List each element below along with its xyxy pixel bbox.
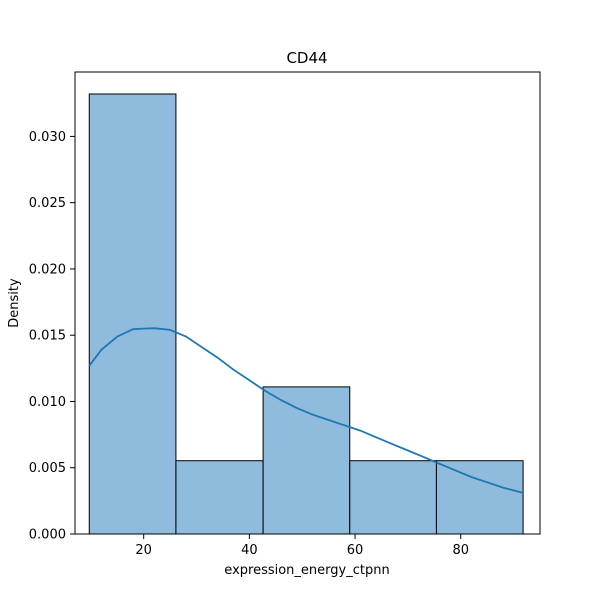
- y-tick-label: 0.020: [29, 262, 66, 277]
- chart-title: CD44: [286, 49, 327, 67]
- x-tick-label: 60: [347, 543, 364, 558]
- x-tick-label: 20: [135, 543, 152, 558]
- y-tick-label: 0.005: [29, 461, 66, 476]
- y-axis-ticks: 0.000 0.005 0.010 0.015 0.020 0.025 0.030: [29, 130, 75, 543]
- x-axis-ticks: 20 40 60 80: [135, 534, 469, 558]
- x-axis-label: expression_energy_ctpnn: [224, 563, 389, 578]
- x-tick-label: 80: [452, 543, 469, 558]
- y-tick-label: 0.030: [29, 130, 66, 145]
- histogram-bar-5: [435, 460, 524, 535]
- y-tick-label: 0.010: [29, 395, 66, 410]
- bars-layer: [88, 93, 524, 535]
- y-axis-label: Density: [7, 278, 22, 328]
- histogram-bar-3: [262, 386, 351, 535]
- x-tick-label: 40: [241, 543, 258, 558]
- histogram-bar-2: [175, 460, 264, 535]
- histogram-bar-1: [88, 93, 177, 535]
- kde-line: [88, 327, 524, 494]
- y-tick-label: 0.015: [29, 329, 66, 344]
- y-tick-label: 0.025: [29, 196, 66, 211]
- y-tick-label: 0.000: [29, 528, 66, 543]
- plot-frame: [74, 71, 541, 535]
- histogram-bar-4: [349, 460, 437, 535]
